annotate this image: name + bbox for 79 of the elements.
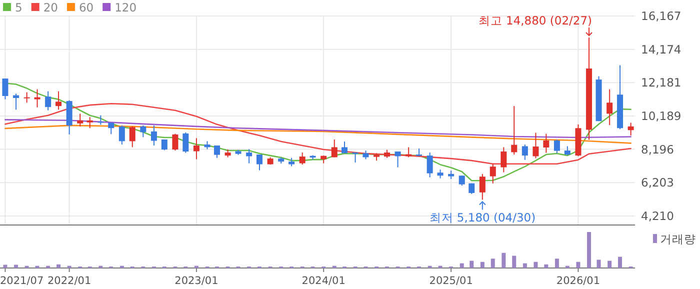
candlestick xyxy=(24,92,30,104)
candlestick xyxy=(214,145,220,158)
candlestick xyxy=(98,114,104,126)
annotation: 최고 14,880 (02/27) xyxy=(478,14,592,28)
legend-label: 60 xyxy=(78,0,94,14)
candlestick xyxy=(34,88,40,108)
legend-label: 120 xyxy=(114,0,137,14)
bar xyxy=(522,263,527,268)
candlestick xyxy=(458,175,465,186)
candlestick xyxy=(299,152,306,166)
x-tick-label: 2023/01 xyxy=(174,275,218,287)
candlestick xyxy=(118,124,125,146)
y-tick-label: 6,203 xyxy=(641,176,674,190)
bar xyxy=(460,263,464,268)
x-tick-label: 2021/07 xyxy=(0,275,44,287)
candlestick xyxy=(77,113,84,127)
bar xyxy=(596,260,601,268)
bar xyxy=(490,258,495,268)
y-tick-label: 4,210 xyxy=(641,208,674,223)
bar xyxy=(618,256,622,268)
candlestick xyxy=(86,116,93,129)
candlestick xyxy=(172,133,178,152)
candlestick xyxy=(56,90,62,110)
line-series xyxy=(4,119,632,138)
candlestick xyxy=(13,93,20,110)
candlestick xyxy=(108,122,114,135)
candlestick xyxy=(129,126,136,148)
bar xyxy=(512,256,516,268)
legend-label: 5 xyxy=(15,0,22,14)
bar xyxy=(534,262,538,268)
line-series xyxy=(4,124,632,144)
line-series xyxy=(4,103,632,165)
candlestick xyxy=(564,146,570,156)
x-tick-label: 2024/01 xyxy=(302,275,346,287)
bar xyxy=(554,258,559,268)
y-tick-label: 16,167 xyxy=(641,9,682,23)
bar xyxy=(480,262,484,268)
annotation: 최저 5,180 (04/30) xyxy=(429,210,536,225)
x-tick-label: 2022/01 xyxy=(48,275,92,287)
candlestick xyxy=(394,151,401,168)
y-tick-label: 10,189 xyxy=(641,108,682,123)
y-tick-label: 8,196 xyxy=(641,142,674,156)
candlestick xyxy=(246,148,252,164)
bar xyxy=(56,264,61,268)
bar xyxy=(502,252,506,268)
candlestick xyxy=(628,122,634,136)
bar xyxy=(608,260,612,268)
candlestick xyxy=(140,124,146,138)
legend-label: 거래량 xyxy=(660,232,696,246)
candlestick xyxy=(606,88,613,126)
candlestick xyxy=(352,152,358,164)
bar xyxy=(470,260,474,268)
x-tick-label: 2026/01 xyxy=(556,275,600,287)
x-tick-label: 2025/01 xyxy=(429,275,473,287)
candlestick xyxy=(406,146,412,158)
candlestick xyxy=(2,78,8,100)
bar xyxy=(576,262,580,268)
candlestick xyxy=(182,132,189,154)
candlestick xyxy=(331,138,338,158)
y-tick-label: 14,174 xyxy=(641,42,682,56)
y-tick-label: 12,181 xyxy=(641,76,682,90)
candlestick xyxy=(511,106,518,156)
candlestick xyxy=(554,138,560,154)
candlestick xyxy=(479,173,486,200)
candlestick xyxy=(150,124,157,146)
candlestick xyxy=(256,154,263,171)
candlestick xyxy=(543,133,550,154)
bar xyxy=(587,232,592,268)
candlestick xyxy=(193,138,200,160)
candlestick xyxy=(490,163,496,184)
bar xyxy=(3,264,8,268)
candlestick xyxy=(45,90,52,111)
candlestick xyxy=(532,132,539,159)
candlestick xyxy=(522,144,528,160)
legend-label: 20 xyxy=(43,0,58,14)
candlestick xyxy=(500,146,507,173)
bar xyxy=(544,264,548,268)
bar xyxy=(14,264,18,268)
candlestick xyxy=(426,152,433,178)
